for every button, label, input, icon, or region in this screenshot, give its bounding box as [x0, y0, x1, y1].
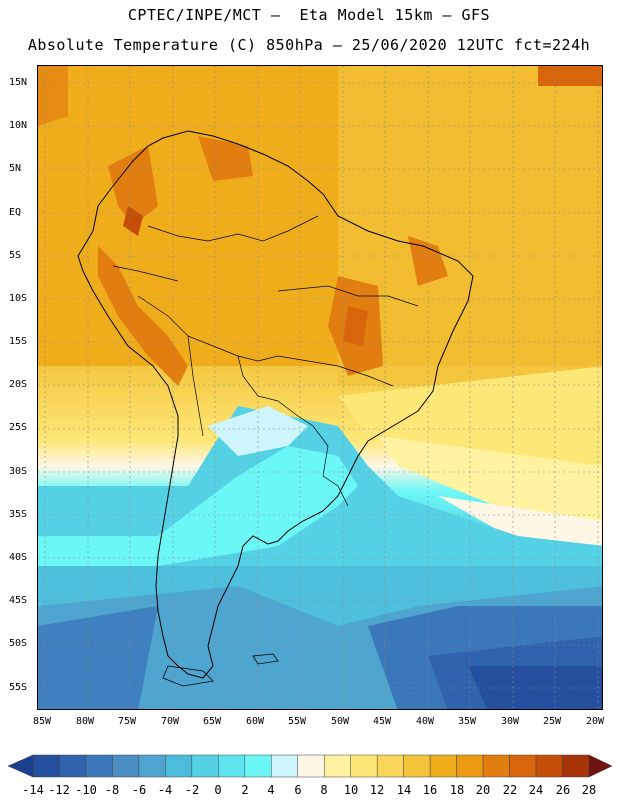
colorbar-cell — [165, 754, 193, 778]
latitude-label: EQ — [9, 207, 22, 218]
falkland-islands — [252, 653, 279, 665]
colorbar-cell — [456, 754, 484, 778]
colorbar-label: 26 — [555, 783, 571, 797]
latitude-label: 5N — [9, 163, 22, 174]
colorbar-label: 0 — [214, 783, 222, 797]
colorbar-cell — [403, 754, 431, 778]
caribbean-warm-patch — [538, 66, 602, 86]
colorbar-cell — [323, 754, 351, 778]
longitude-label: 50W — [331, 716, 350, 727]
south-america-coastline — [77, 130, 474, 679]
longitude-label: 75W — [118, 716, 137, 727]
pale-belt — [438, 496, 602, 546]
colorbar-cell — [218, 754, 246, 778]
colorbar-label: -8 — [104, 783, 120, 797]
colorbar-cell — [562, 754, 590, 778]
longitude-label: 60W — [246, 716, 265, 727]
venezuela-warm-patch — [198, 136, 253, 181]
colorbar-cell — [588, 754, 613, 778]
longitude-label: 85W — [33, 716, 52, 727]
colorbar-cell — [138, 754, 166, 778]
temperature-map-svg — [38, 66, 602, 709]
longitude-label: 45W — [373, 716, 392, 727]
colorbar-label: 16 — [422, 783, 438, 797]
colorbar-label: 28 — [581, 783, 597, 797]
colorbar-cell — [244, 754, 272, 778]
colorbar-label: 18 — [449, 783, 465, 797]
longitude-label: 20W — [586, 716, 605, 727]
colorbar-cell — [535, 754, 563, 778]
colorbar-cell — [191, 754, 219, 778]
colorbar-label: 22 — [502, 783, 518, 797]
longitude-label: 35W — [458, 716, 477, 727]
colorbar-cell — [271, 754, 299, 778]
tierra-del-fuego — [162, 665, 214, 687]
latitude-label: 45S — [9, 595, 28, 606]
colorbar-cell — [429, 754, 457, 778]
map-title-line-1: CPTEC/INPE/MCT – Eta Model 15km – GFS — [127, 6, 491, 24]
longitude-label: 30W — [501, 716, 520, 727]
latitude-label: 30S — [9, 466, 28, 477]
colorbar-label: 10 — [343, 783, 359, 797]
longitude-label: 40W — [416, 716, 435, 727]
latitude-label: 5S — [9, 250, 22, 261]
longitude-label: 25W — [543, 716, 562, 727]
colorbar-cell — [509, 754, 537, 778]
colorbar-cell — [376, 754, 404, 778]
temperature-map[interactable] — [37, 65, 603, 710]
map-title-line-2: Absolute Temperature (C) 850hPa – 25/06/… — [27, 36, 591, 54]
colorbar-cell — [112, 754, 140, 778]
latitude-label: 25S — [9, 422, 28, 433]
latitude-label: 10N — [9, 120, 28, 131]
latitude-label: 40S — [9, 552, 28, 563]
colorbar-cell — [32, 754, 60, 778]
colorbar-cell — [350, 754, 378, 778]
cold-front-cyan — [38, 446, 358, 566]
latitude-label: 55S — [9, 682, 28, 693]
colorbar-label: 20 — [475, 783, 491, 797]
colorbar-label: 14 — [396, 783, 412, 797]
colorbar-label: 24 — [528, 783, 544, 797]
pacific-warm-edge — [38, 66, 68, 126]
colorbar-cell — [85, 754, 113, 778]
latitude-label: 35S — [9, 509, 28, 520]
colorbar-label: 8 — [320, 783, 328, 797]
colorbar-label: -14 — [22, 783, 44, 797]
colorbar-cell — [297, 754, 325, 778]
longitude-label: 65W — [203, 716, 222, 727]
pacific-cold-core — [38, 606, 158, 709]
colorbar-label: 4 — [267, 783, 275, 797]
longitude-label: 70W — [161, 716, 180, 727]
colorbar-label: -2 — [184, 783, 200, 797]
colorbar-label: -10 — [75, 783, 97, 797]
colorbar-label: -6 — [131, 783, 147, 797]
colombia-warm-patch — [108, 146, 158, 226]
pale-yellow-belt — [378, 436, 602, 526]
latitude-label: 15S — [9, 336, 28, 347]
hot-core-1 — [123, 206, 143, 236]
longitude-label: 80W — [76, 716, 95, 727]
colorbar-cell — [7, 754, 34, 778]
graticule — [38, 66, 602, 709]
colorbar-label: 2 — [241, 783, 249, 797]
latitude-label: 50S — [9, 638, 28, 649]
latitude-label: 15N — [9, 77, 28, 88]
latitude-label: 10S — [9, 293, 28, 304]
country-borders — [112, 215, 419, 507]
colorbar-cells — [7, 754, 613, 778]
andes-warm-patch — [98, 246, 188, 386]
colorbar-cell — [59, 754, 87, 778]
colorbar-label: 6 — [294, 783, 302, 797]
colorbar-cell — [482, 754, 510, 778]
deep-cold-core-3 — [468, 666, 602, 709]
hot-core-2 — [343, 306, 368, 346]
colorbar-label: -4 — [157, 783, 173, 797]
colorbar-label: 12 — [369, 783, 385, 797]
colorbar-label: -12 — [48, 783, 70, 797]
latitude-label: 20S — [9, 379, 28, 390]
longitude-label: 55W — [288, 716, 307, 727]
